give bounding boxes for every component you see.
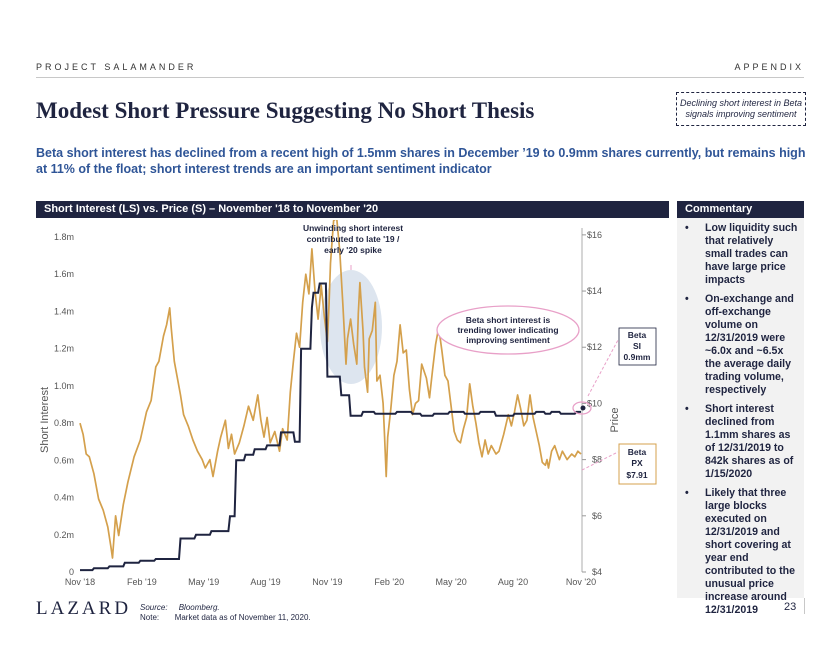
right-axis: $4 $6 $8 $10 $12 $14 $16 (582, 230, 602, 577)
left-axis-tick-label: 1.8m (54, 232, 74, 242)
trend-annotation-line1: Beta short interest is (466, 315, 551, 325)
x-axis-tick-label: Aug '19 (250, 577, 280, 587)
commentary-item: Short interest declined from 1.1mm share… (685, 403, 799, 481)
si-leader-line (587, 339, 619, 397)
x-axis-tick-label: Nov '20 (566, 577, 596, 587)
current-si-marker (572, 401, 592, 415)
callout-text: Declining short interest in Beta signals… (679, 98, 803, 119)
short-interest-series-line (80, 282, 581, 572)
x-axis-tick-label: Feb '19 (127, 577, 157, 587)
page-number-divider (804, 598, 805, 614)
x-axis: Nov '18 Feb '19 May '19 Aug '19 Nov '19 Feb '… (65, 577, 596, 587)
source-label: Source: (140, 603, 168, 612)
px-label-line1: Beta (628, 447, 647, 457)
right-axis-tick-label: $8 (592, 455, 602, 465)
commentary-item: Low liquidity such that relatively small… (685, 222, 799, 287)
left-axis-tick-label: 0.2m (54, 530, 74, 540)
right-axis-tick-label: $10 (587, 398, 602, 408)
spike-annotation-line1: Unwinding short interest (303, 223, 403, 233)
right-axis-tick-label: $6 (592, 511, 602, 521)
chart-header: Short Interest (LS) vs. Price (S) – Nove… (36, 201, 669, 218)
commentary-list: Low liquidity such that relatively small… (677, 222, 799, 623)
note-text: Market data as of November 11, 2020. (174, 613, 311, 622)
short-interest-price-chart: 0 0.2m 0.4m 0.6m 0.8m 1.0m 1.2m 1.4m 1.6m 1.8m $4… (39, 220, 657, 587)
note-label: Note: (140, 613, 160, 622)
x-axis-tick-label: Nov '18 (65, 577, 95, 587)
source-text: Bloomberg. (178, 603, 220, 612)
commentary-item: On-exchange and off-exchange volume on 1… (685, 293, 799, 397)
right-axis-tick-label: $4 (592, 567, 602, 577)
left-axis-tick-label: 1.6m (54, 269, 74, 279)
page-subtitle: Beta short interest has declined from a … (36, 146, 806, 176)
source-note: Source: Bloomberg. (140, 603, 220, 612)
right-axis-tick-label: $12 (587, 342, 602, 352)
current-si-dot (580, 405, 586, 411)
spike-annotation-line2: contributed to late '19 / (307, 234, 400, 244)
px-leader-line (581, 451, 619, 471)
x-axis-tick-label: May '20 (435, 577, 466, 587)
x-axis-tick-label: Aug '20 (498, 577, 528, 587)
left-axis-title: Short Interest (39, 387, 51, 453)
header-divider (36, 77, 804, 78)
left-axis-tick-label: 0.8m (54, 418, 74, 428)
left-axis-tick-label: 0.4m (54, 493, 74, 503)
price-series-line (79, 220, 582, 559)
left-axis-tick-label: 1.4m (54, 306, 74, 316)
px-label-box (618, 443, 657, 485)
left-axis: 0 0.2m 0.4m 0.6m 0.8m 1.0m 1.2m 1.4m 1.6m 1.8m (54, 232, 74, 577)
left-axis-tick-label: 1.0m (54, 381, 74, 391)
lazard-logo: LAZARD (36, 598, 132, 619)
callout-box: Declining short interest in Beta signals… (676, 92, 806, 126)
si-label-line2: SI (633, 341, 641, 351)
left-axis-tick-label: 0 (69, 567, 74, 577)
si-label-line3: 0.9mm (624, 352, 651, 362)
right-axis-title: Price (609, 407, 621, 432)
trend-annotation-line2: trending lower indicating (457, 325, 558, 335)
page-title: Modest Short Pressure Suggesting No Shor… (36, 98, 535, 123)
right-axis-tick-label: $16 (587, 230, 602, 240)
x-axis-tick-label: Feb '20 (374, 577, 404, 587)
right-axis-tick-label: $14 (587, 286, 602, 296)
px-label-line2: PX (631, 458, 643, 468)
left-axis-tick-label: 1.2m (54, 344, 74, 354)
si-label-box (618, 327, 657, 366)
trend-annotation-bubble (436, 305, 580, 355)
data-note: Note: Market data as of November 11, 202… (140, 613, 311, 622)
page-number: 23 (784, 601, 797, 613)
x-axis-tick-label: Nov '19 (312, 577, 342, 587)
commentary-item: Likely that three large blocks executed … (685, 487, 799, 617)
si-label-line1: Beta (628, 330, 647, 340)
project-label: PROJECT SALAMANDER (36, 62, 197, 72)
spike-annotation-line3: early '20 spike (324, 245, 382, 255)
left-axis-tick-label: 0.6m (54, 455, 74, 465)
px-label-line3: $7.91 (626, 470, 648, 480)
commentary-header: Commentary (677, 201, 804, 218)
trend-annotation-line3: improving sentiment (466, 335, 550, 345)
section-label: APPENDIX (734, 62, 804, 72)
x-axis-tick-label: May '19 (188, 577, 219, 587)
